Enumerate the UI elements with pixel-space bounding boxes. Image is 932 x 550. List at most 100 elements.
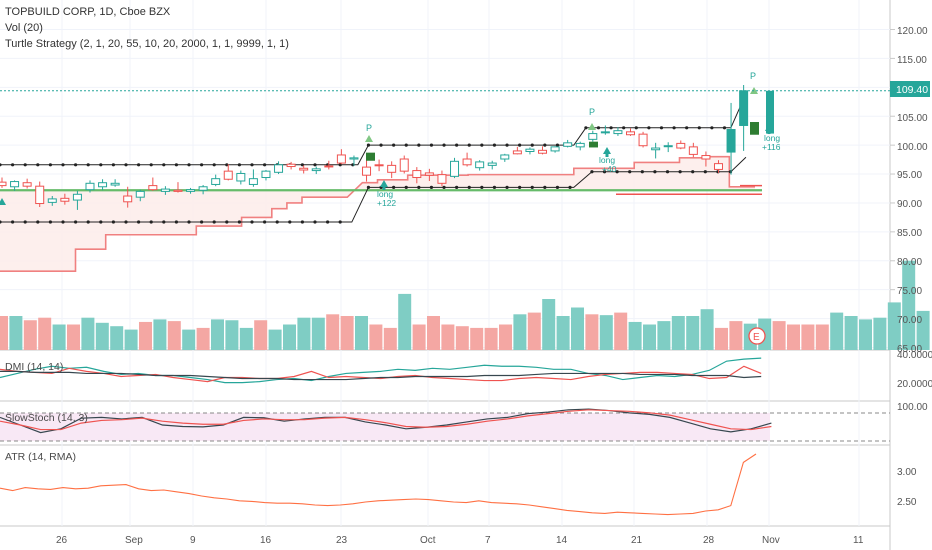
candle [186,189,196,192]
exit-channel-dot [23,220,27,224]
volume-bar [225,320,239,350]
candle [47,198,57,203]
volume-bar [95,322,109,350]
entry-channel-dot [429,143,434,147]
exit-channel-dot [200,220,204,224]
candle [160,188,170,192]
entry-channel-dot [467,143,471,147]
entry-channel-dot [111,163,115,167]
earnings-marker[interactable] [748,327,766,345]
exit-channel-dot [417,185,421,189]
candle [10,181,20,188]
volume-bar [556,316,570,350]
entry-channel-dot [137,163,141,167]
volume-bar [340,316,354,350]
volume-bar [887,302,901,350]
entry-channel-dot [659,126,664,130]
candle [713,163,723,170]
candle [475,161,485,169]
dmi-label: DMI (14, 14) [5,361,63,373]
candle [638,133,648,147]
price-tick: 120.00 [897,26,928,37]
candle [362,166,372,176]
entry-channel-dot [722,126,727,130]
exit-channel-dot [665,170,670,174]
candle [424,172,434,176]
entry-channel-dot [99,163,103,167]
volume-bar [700,309,714,350]
exit-channel-dot [149,220,153,224]
candle [450,160,460,177]
volume-bar [369,324,383,350]
candle [35,185,45,205]
candle [173,189,183,192]
volume-bar [571,307,584,350]
candle [500,154,510,160]
volume-bar [182,329,196,350]
volume-bar [398,293,412,350]
exit-channel-dot [392,185,396,189]
candle [261,170,271,179]
time-tick: 9 [190,535,196,546]
candle [575,142,585,148]
exit-channel-dot [225,220,229,224]
entry-channel-dot [392,143,396,147]
vol-label: Vol (20) [5,22,43,34]
price-tick: 115.00 [897,55,927,66]
volume-bar [614,312,628,350]
time-tick: Sep [125,535,143,546]
volume-bar [542,299,556,350]
entry-channel-dot [455,143,459,147]
exit-channel-dot [628,170,632,174]
adx-line [0,370,762,381]
candle [60,197,70,202]
entry-channel-dot [596,126,601,130]
price-tick: 85.00 [897,228,922,239]
signal-1-value: +122 [377,198,396,208]
volume-bar [167,321,181,350]
candle [286,163,296,168]
candle [701,155,711,160]
candle [110,182,120,186]
indicator-panels[interactable] [0,357,890,516]
volume-bar [254,320,268,350]
profit-marker [365,135,373,142]
entry-channel-dot [672,126,676,130]
entry-channel-dot [647,126,651,130]
exit-channel-dot [429,185,434,189]
dmi-axis-20: 20.0000 [897,379,932,390]
price-tick: 70.00 [897,315,922,326]
entry-channel-dot [36,163,40,167]
candle [0,181,7,187]
volume-bar [815,324,829,350]
price-panel[interactable] [0,85,930,350]
volume-bar [527,312,541,350]
volume-bar [311,317,325,350]
time-tick: 14 [556,535,568,546]
candle [512,150,522,155]
exit-channel-dot [313,220,317,224]
exit-channel-dot [703,170,707,174]
volume-bar [499,324,512,350]
exit-channel-dot [653,170,657,174]
exit-channel-dot [275,220,279,224]
exit-channel-dot [404,185,408,189]
entry-channel-dot [634,126,638,130]
exit-channel-dot [338,220,342,224]
exit-channel-dot [74,220,78,224]
candle [437,174,447,184]
exit-channel-dot [480,185,484,189]
exit-channel-dot [366,185,371,189]
entry-channel-dot [710,126,714,130]
entry-channel-dot [480,143,484,147]
candle [72,193,82,201]
volume-bar [830,312,844,350]
price-axis: 120.00 115.00 105.00 100.00 95.00 90.00 … [897,26,928,355]
candle [236,172,246,182]
entry-channel-dot [609,126,613,130]
candle [663,145,673,148]
price-tick: 65.00 [897,344,922,355]
stop-line [0,155,755,272]
exit-channel-dot [0,220,2,224]
